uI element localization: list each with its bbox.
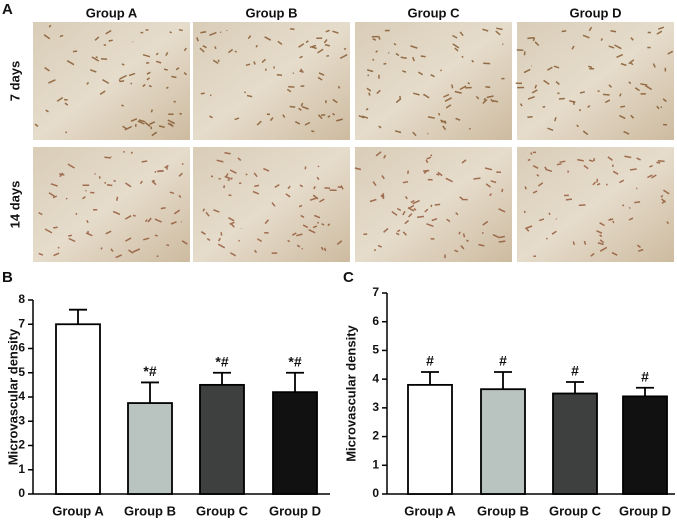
micrograph — [517, 147, 674, 262]
vessel-stain — [34, 24, 188, 137]
significance-label: # — [571, 363, 579, 379]
bar — [199, 383, 245, 495]
x-tick-label: Group B — [124, 503, 176, 518]
significance-label: # — [426, 353, 434, 369]
significance-label: *# — [143, 363, 156, 379]
y-tick-label: 8 — [18, 292, 25, 306]
y-tick-label: 3 — [18, 413, 25, 427]
x-tick-label: Group B — [477, 503, 529, 518]
y-tick-label: 6 — [372, 314, 379, 328]
row-label: 7 days — [7, 61, 22, 101]
y-tick-label: 2 — [18, 438, 25, 452]
y-tick-label: 4 — [18, 389, 25, 403]
micrograph — [33, 22, 190, 140]
y-tick-label: 0 — [18, 486, 25, 500]
x-tick-label: Group A — [52, 503, 104, 518]
bar — [272, 391, 318, 495]
bar — [55, 323, 101, 495]
y-tick-label: 4 — [372, 371, 379, 385]
micrograph — [193, 147, 350, 262]
y-tick-label: 5 — [372, 343, 379, 357]
micrograph — [33, 147, 190, 262]
micrograph — [355, 22, 512, 140]
x-tick-label: Group C — [196, 503, 249, 518]
x-tick-label: Group D — [269, 503, 321, 518]
column-header: Group A — [86, 5, 138, 20]
vessel-stain — [523, 151, 670, 258]
y-tick-label: 0 — [372, 486, 379, 500]
column-header: Group D — [570, 5, 622, 20]
bar — [552, 392, 598, 495]
y-tick-label: 3 — [372, 400, 379, 414]
bar — [622, 395, 668, 495]
bar — [480, 388, 526, 495]
significance-label: *# — [288, 353, 301, 369]
y-tick-label: 1 — [372, 457, 379, 471]
y-tick-label: 7 — [18, 316, 25, 330]
row-label: 14 days — [7, 181, 22, 229]
y-tick-label: 6 — [18, 341, 25, 355]
vessel-stain — [358, 27, 505, 137]
bar — [407, 383, 453, 495]
y-tick-label: 7 — [372, 285, 379, 299]
y-tick-label: 2 — [372, 429, 379, 443]
bar — [127, 402, 173, 495]
vessel-stain — [38, 150, 188, 259]
panel-label: A — [2, 1, 13, 18]
vessel-stain — [196, 27, 348, 133]
y-axis-label: Microvascular density — [343, 324, 358, 461]
micrograph — [517, 22, 674, 140]
column-header: Group C — [408, 5, 461, 20]
vessel-stain — [515, 26, 674, 136]
column-header: Group B — [246, 5, 298, 20]
y-tick-label: 1 — [18, 462, 25, 476]
y-axis-label: Microvascular density — [5, 328, 20, 465]
x-tick-label: Group D — [619, 503, 671, 518]
vessel-stain — [200, 152, 344, 257]
y-tick-label: 5 — [18, 365, 25, 379]
x-tick-label: Group A — [404, 503, 456, 518]
x-tick-label: Group C — [549, 503, 602, 518]
panel-label: B — [2, 269, 13, 286]
micrograph-grid: Group A Group B Group C Group D 7 days 14 day… — [7, 5, 674, 262]
significance-label: *# — [215, 353, 228, 369]
micrograph — [355, 147, 512, 262]
significance-label: # — [641, 368, 649, 384]
vessel-stain — [354, 151, 506, 259]
significance-label: # — [499, 353, 507, 369]
panel-label: C — [343, 269, 354, 286]
